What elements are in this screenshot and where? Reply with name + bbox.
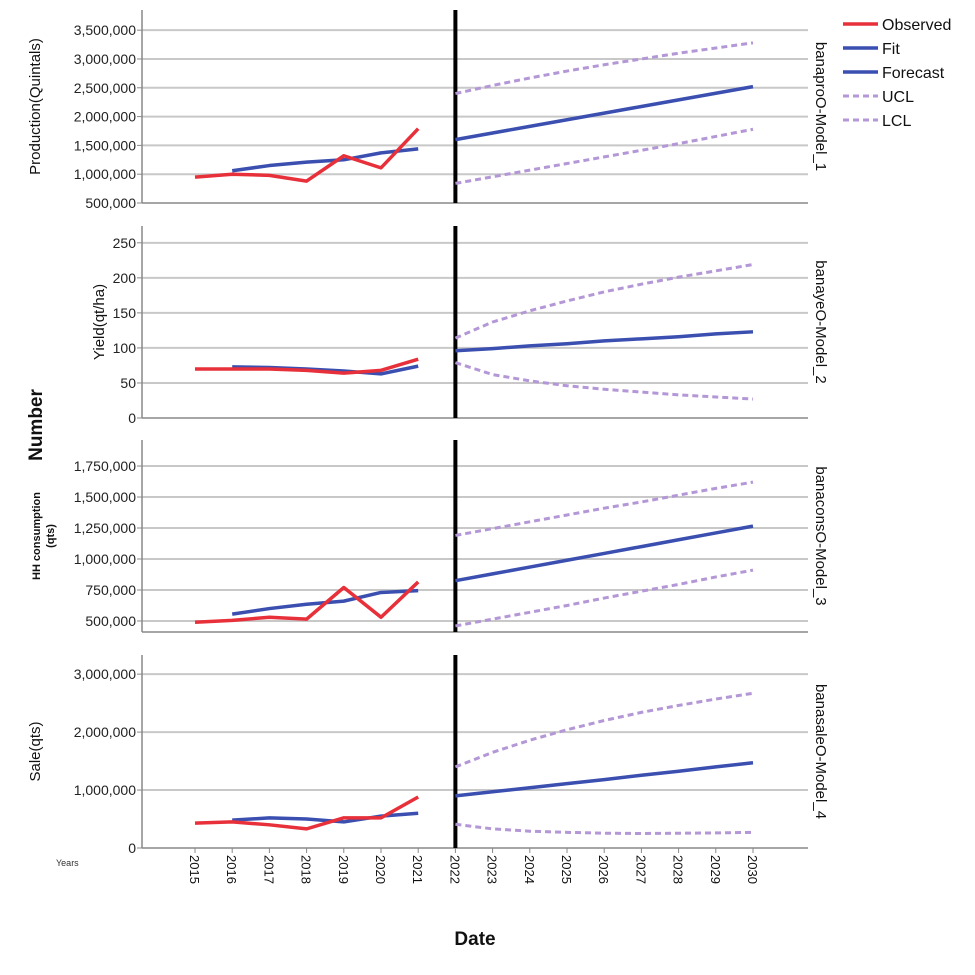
x-tick-label: 2025	[559, 855, 574, 884]
x-tick-label: 2027	[633, 855, 648, 884]
legend-label-observed: Observed	[882, 17, 951, 34]
series-fit	[231, 147, 419, 173]
y-axis-label: (qts)	[45, 524, 57, 548]
series-ucl	[455, 41, 754, 96]
y-tick-label: 2,000,000	[74, 724, 136, 740]
panel-model-label: banaconsO-Model_3	[812, 466, 829, 605]
legend-label-lcl: LCL	[882, 113, 911, 130]
x-tick-label: 2026	[596, 855, 611, 884]
y-tick-label: 100	[113, 340, 137, 356]
x-tick-label: 2030	[745, 855, 760, 884]
x-tick-label: 2016	[224, 855, 239, 884]
y-tick-label: 200	[113, 270, 137, 286]
y-axis-label: HH consumption	[31, 492, 43, 580]
series-forecast	[455, 524, 754, 583]
y-tick-label: 1,250,000	[74, 520, 136, 536]
y-axis-label: Production(Quintals)	[27, 38, 44, 175]
y-tick-label: 250	[113, 235, 137, 251]
x-tick-label: 2023	[485, 855, 500, 884]
legend-label-ucl: UCL	[882, 89, 914, 106]
x-tick-label: 2022	[447, 855, 462, 884]
series-forecast	[455, 330, 754, 353]
x-tick-label: 2029	[708, 855, 723, 884]
series-lcl	[455, 822, 754, 836]
y-tick-label: 1,750,000	[74, 458, 136, 474]
y-axis-label: Yield(qt/ha)	[91, 284, 108, 360]
y-tick-label: 500,000	[85, 195, 136, 211]
y-axis-label: Sale(qts)	[27, 721, 44, 781]
x-tick-label: 2019	[336, 855, 351, 884]
series-observed	[194, 795, 420, 831]
series-observed	[194, 127, 420, 183]
y-tick-label: 750,000	[85, 582, 136, 598]
series-observed	[194, 580, 420, 624]
y-tick-label: 1,500,000	[74, 137, 136, 153]
series-lcl	[455, 568, 754, 628]
legend-label-forecast: Forecast	[882, 65, 945, 82]
y-tick-label: 150	[113, 305, 137, 321]
y-tick-label: 0	[128, 410, 136, 426]
y-tick-label: 1,000,000	[74, 551, 136, 567]
y-tick-label: 1,000,000	[74, 782, 136, 798]
x-note-label: Years	[56, 858, 79, 868]
series-observed	[195, 357, 419, 375]
y-tick-label: 3,500,000	[74, 22, 136, 38]
x-tick-label: 2021	[410, 855, 425, 884]
x-tick-label: 2017	[261, 855, 276, 884]
x-tick-label: 2015	[187, 855, 202, 884]
x-tick-label: 2018	[299, 855, 314, 884]
x-tick-label: 2024	[522, 855, 537, 884]
y-tick-label: 1,000,000	[74, 166, 136, 182]
panel-model-label: banaproO-Model_1	[812, 42, 829, 171]
y-tick-label: 0	[128, 840, 136, 856]
x-axis-title: Date	[454, 929, 495, 950]
panel-model-label: banasaleO-Model_4	[812, 684, 829, 819]
shared-y-axis-title: Number	[26, 389, 47, 461]
series-lcl	[455, 127, 754, 185]
x-tick-label: 2028	[671, 855, 686, 884]
y-tick-label: 500,000	[85, 613, 136, 629]
y-tick-label: 2,000,000	[74, 109, 136, 125]
panel-model-label: banayeO-Model_2	[812, 260, 829, 383]
series-lcl	[454, 361, 754, 401]
y-tick-label: 50	[120, 375, 136, 391]
y-tick-label: 3,000,000	[74, 51, 136, 67]
y-tick-label: 3,000,000	[74, 666, 136, 682]
series-forecast	[455, 84, 754, 142]
series-ucl	[455, 480, 754, 537]
series-ucl	[454, 691, 754, 769]
x-tick-label: 2020	[373, 855, 388, 884]
series-forecast	[455, 761, 754, 798]
y-tick-label: 2,500,000	[74, 80, 136, 96]
legend-label-fit: Fit	[882, 41, 900, 58]
series-ucl	[454, 263, 754, 340]
y-tick-label: 1,500,000	[74, 489, 136, 505]
